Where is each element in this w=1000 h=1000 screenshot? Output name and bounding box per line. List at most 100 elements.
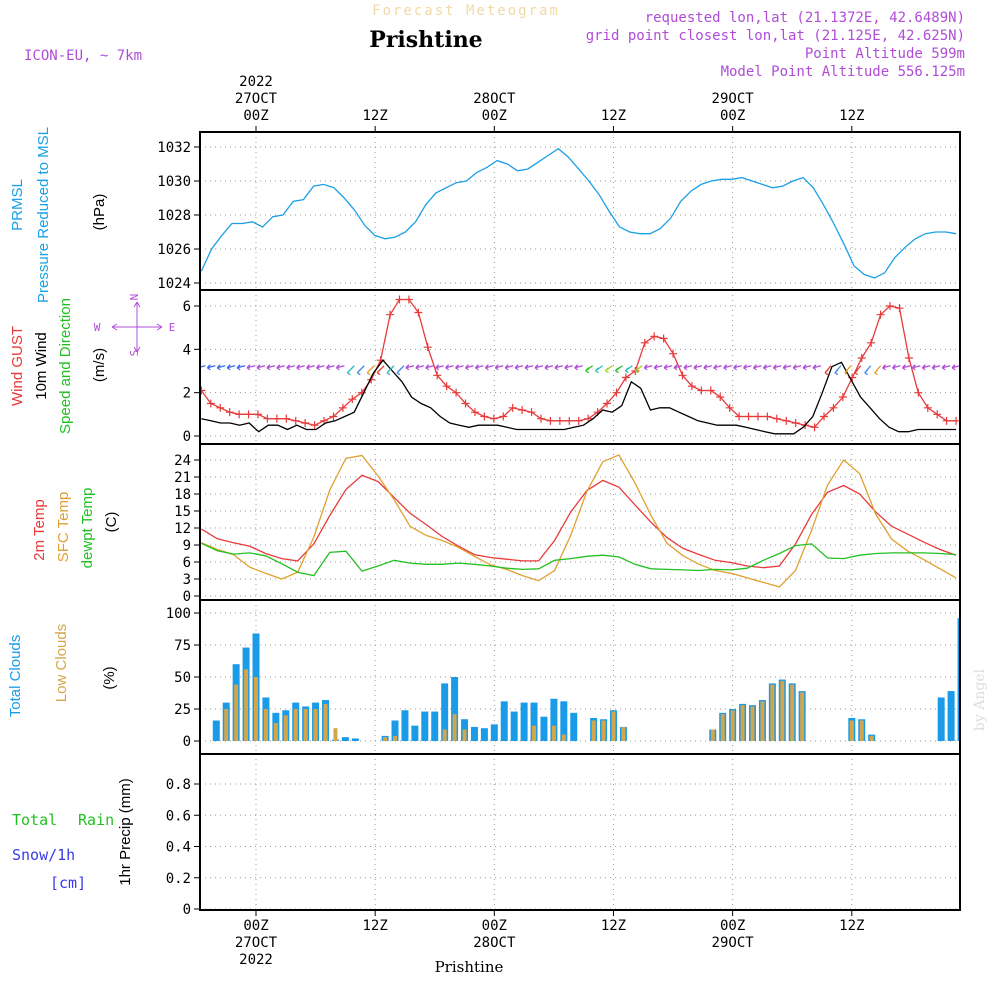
- clouds-bar-total-clouds: [341, 737, 349, 741]
- wind-arrow: [753, 364, 762, 371]
- temperature-series-2m-temp: [201, 474, 957, 569]
- clouds-bar-low-clouds: [770, 684, 775, 741]
- clouds-bar-low-clouds: [323, 703, 328, 741]
- gust-marker: [423, 343, 432, 352]
- gust-marker: [508, 403, 517, 412]
- wind-arrow: [346, 365, 355, 376]
- clouds-bar-total-clouds: [431, 711, 439, 741]
- gust-marker: [272, 414, 281, 423]
- wind-arrow: [824, 365, 832, 376]
- clouds-ytick-label: 25: [174, 702, 191, 718]
- clouds-bar-low-clouds: [561, 734, 566, 741]
- temperature-ytick-label: 6: [183, 555, 191, 571]
- gust-marker: [395, 295, 404, 304]
- gust-marker: [867, 338, 876, 347]
- clouds-bar-total-clouds: [490, 724, 498, 741]
- clouds-bar-low-clouds: [601, 720, 606, 741]
- wind-series-wind-gust: [200, 298, 957, 429]
- wind-arrow: [276, 364, 285, 371]
- gust-marker: [480, 412, 489, 421]
- clouds-bar-total-clouds: [391, 720, 399, 741]
- clouds-low-label: Low Clouds: [53, 624, 70, 702]
- precip-rain-label: Rain: [78, 811, 114, 829]
- clouds-bar-total-clouds: [421, 711, 429, 741]
- wind-arrow: [236, 364, 246, 371]
- clouds-bar-low-clouds: [333, 728, 338, 741]
- pressure-ytick-label: 1032: [157, 140, 191, 156]
- wind-plot: [200, 295, 960, 435]
- wind-arrow: [941, 364, 951, 371]
- gust-marker: [687, 382, 696, 391]
- precipitation-ytick-label: 0.8: [166, 777, 191, 793]
- wind-arrow: [703, 364, 712, 371]
- temp-unit: (C): [103, 512, 120, 533]
- gust-marker: [527, 408, 536, 417]
- wind-arrow: [435, 364, 444, 371]
- clouds-unit: (%): [101, 666, 118, 689]
- top-time-label: 2022: [239, 74, 273, 90]
- clouds-bar-total-clouds: [441, 683, 449, 741]
- clouds-bar-total-clouds: [212, 720, 220, 741]
- clouds-bar-low-clouds: [859, 720, 864, 741]
- gust-marker: [782, 416, 791, 425]
- gust-marker: [857, 354, 866, 362]
- gust-marker: [678, 371, 687, 380]
- temperature-ytick-label: 15: [174, 504, 191, 520]
- wind-ytick-label: 2: [183, 386, 191, 402]
- gust-marker: [489, 414, 498, 423]
- pressure-ytick-label: 1030: [157, 174, 191, 190]
- wind-arrow: [306, 364, 315, 371]
- pressure-ytick-label: 1026: [157, 242, 191, 258]
- gust-marker: [838, 393, 847, 401]
- gust-marker: [810, 423, 819, 432]
- wind-arrow: [465, 364, 474, 371]
- clouds-bar-low-clouds: [740, 705, 745, 741]
- wind-arrow: [882, 364, 891, 371]
- wind-arrow: [544, 364, 554, 371]
- top-title: Forecast Meteogram: [372, 3, 560, 19]
- pressure-ytick-label: 1024: [157, 276, 191, 292]
- wind-arrow: [931, 364, 941, 371]
- pressure-series-pressure: [200, 147, 957, 279]
- clouds-bar-total-clouds: [351, 738, 359, 741]
- compass-south: S: [128, 350, 141, 357]
- precipitation-frame: [199, 753, 961, 911]
- footer-station: Prishtine: [435, 958, 504, 976]
- top-time-label: 12Z: [601, 108, 626, 124]
- wind-arrow: [266, 364, 276, 371]
- clouds-bar-low-clouds: [254, 677, 258, 741]
- clouds-bar-low-clouds: [303, 709, 308, 741]
- gust-marker: [282, 414, 291, 423]
- wind-arrow: [874, 365, 882, 376]
- wind-arrow: [683, 364, 693, 371]
- precipitation-ytick-label: 0.4: [166, 840, 191, 856]
- clouds-bar-low-clouds: [551, 725, 556, 741]
- wind-unit: (m/s): [91, 348, 108, 382]
- bottom-time-label: 12Z: [601, 918, 626, 934]
- top-time-label: 12Z: [363, 108, 388, 124]
- clouds-bar-total-clouds: [560, 701, 568, 741]
- clouds-bar-low-clouds: [224, 709, 229, 741]
- wind-arrow: [663, 364, 673, 371]
- bottom-time-label: 27OCT: [235, 935, 278, 951]
- gust-marker: [763, 412, 772, 421]
- gust-marker: [499, 412, 508, 421]
- precip-total-label: Total: [12, 811, 57, 829]
- panel-clouds: 0 25 50 75 100: [166, 599, 961, 755]
- top-time-label: 28OCT: [473, 91, 516, 107]
- point-altitude: Point Altitude 599m: [805, 46, 965, 62]
- wind-arrow: [376, 365, 385, 376]
- temperature-ytick-label: 21: [174, 470, 191, 486]
- clouds-bar-total-clouds: [540, 716, 548, 741]
- wind-arrow: [216, 364, 226, 371]
- precipitation-ytick-label: 0: [183, 902, 191, 918]
- temperature-ytick-label: 24: [174, 453, 191, 469]
- wind-arrow: [445, 364, 454, 371]
- gust-marker: [735, 412, 744, 421]
- temperature-ytick-label: 3: [183, 572, 191, 588]
- clouds-bar-total-clouds: [520, 702, 528, 741]
- wind-series-10m-wind: [201, 359, 957, 435]
- wind-arrow: [504, 364, 514, 371]
- clouds-bar-low-clouds: [532, 725, 537, 741]
